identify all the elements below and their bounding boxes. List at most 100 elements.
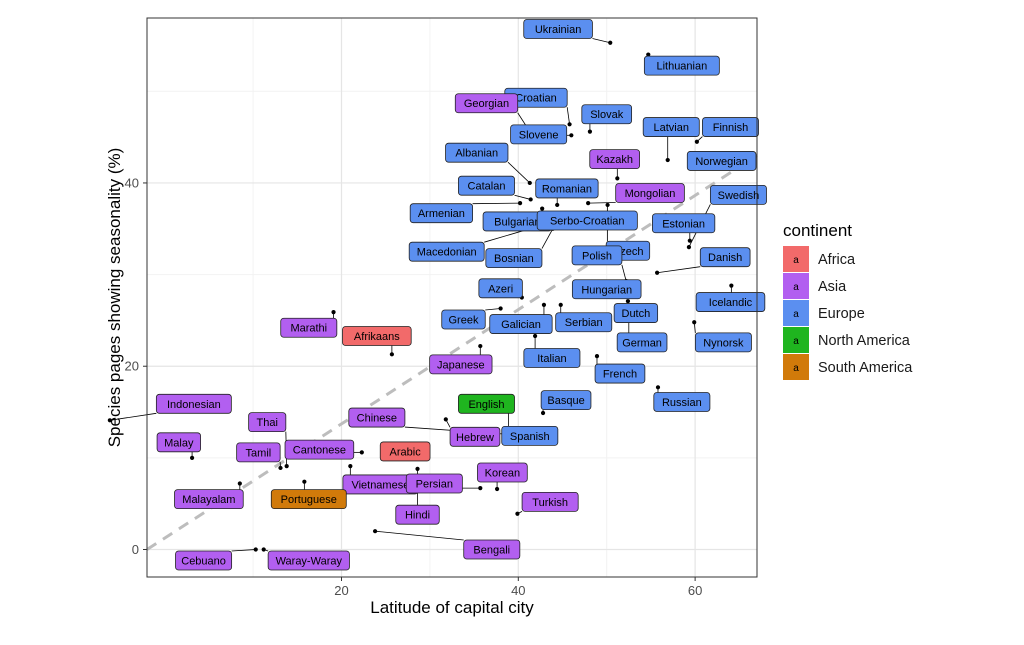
data-label: Cantonese bbox=[285, 440, 354, 459]
legend-label: Africa bbox=[818, 252, 856, 268]
data-label: Russian bbox=[654, 392, 710, 411]
data-label: Turkish bbox=[522, 492, 578, 511]
data-label-text: Turkish bbox=[532, 497, 568, 509]
data-label-text: Hindi bbox=[405, 510, 430, 522]
data-label-text: Nynorsk bbox=[703, 337, 744, 349]
data-label: Norwegian bbox=[687, 151, 756, 170]
legend-label: North America bbox=[818, 333, 911, 349]
data-label: Greek bbox=[442, 310, 486, 329]
data-point bbox=[238, 481, 242, 485]
data-label: Lithuanian bbox=[644, 56, 719, 75]
data-label: Hungarian bbox=[572, 280, 641, 299]
data-label-text: Dutch bbox=[622, 308, 651, 320]
data-label-text: Croatian bbox=[515, 93, 557, 105]
data-label: Bengali bbox=[464, 540, 520, 559]
data-point bbox=[687, 245, 691, 249]
data-point bbox=[262, 547, 266, 551]
data-label: Tamil bbox=[237, 443, 280, 462]
y-tick-label: 40 bbox=[125, 175, 139, 190]
data-point bbox=[595, 354, 599, 358]
data-label-text: Albanian bbox=[455, 148, 498, 160]
data-point bbox=[478, 486, 482, 490]
data-label: Korean bbox=[477, 463, 527, 482]
data-label-text: Malay bbox=[164, 437, 194, 449]
data-label-text: Slovene bbox=[519, 129, 559, 141]
data-label-text: Italian bbox=[537, 353, 566, 365]
data-label: Catalan bbox=[458, 176, 514, 195]
data-point bbox=[190, 456, 194, 460]
data-label-text: Malayalam bbox=[182, 494, 235, 506]
data-point bbox=[331, 310, 335, 314]
data-label: Basque bbox=[541, 391, 591, 410]
data-label: English bbox=[458, 394, 514, 413]
data-label: Bosnian bbox=[486, 249, 542, 268]
data-point bbox=[655, 271, 659, 275]
data-point bbox=[529, 197, 533, 201]
data-label-text: Romanian bbox=[542, 183, 592, 195]
legend-key-glyph: a bbox=[793, 309, 799, 320]
data-label-text: Tamil bbox=[246, 447, 272, 459]
y-tick-label: 0 bbox=[132, 542, 139, 557]
data-label-text: Basque bbox=[547, 395, 584, 407]
data-label: Serbian bbox=[556, 313, 612, 332]
data-label: Malayalam bbox=[175, 490, 244, 509]
data-label: Thai bbox=[249, 413, 286, 432]
data-label: Waray-Waray bbox=[268, 551, 349, 570]
legend-key-glyph: a bbox=[793, 336, 799, 347]
data-label: Hebrew bbox=[450, 427, 500, 446]
data-point bbox=[541, 411, 545, 415]
data-label-text: Persian bbox=[416, 479, 453, 491]
data-label: Japanese bbox=[430, 355, 492, 374]
data-label-text: Russian bbox=[662, 397, 702, 409]
data-label-text: Arabic bbox=[390, 446, 422, 458]
legend-label: Europe bbox=[818, 306, 865, 322]
data-label-text: Armenian bbox=[418, 208, 465, 220]
y-axis-title: Species pages showing seasonality (%) bbox=[105, 148, 124, 448]
data-label-text: Polish bbox=[582, 250, 612, 262]
legend-label: South America bbox=[818, 360, 913, 376]
data-label: Arabic bbox=[380, 442, 430, 461]
data-label-text: Cantonese bbox=[293, 445, 346, 457]
data-label: Albanian bbox=[446, 143, 508, 162]
data-point bbox=[515, 512, 519, 516]
data-label-text: Bosnian bbox=[494, 253, 534, 265]
data-point bbox=[528, 181, 532, 185]
data-point bbox=[302, 480, 306, 484]
data-point bbox=[608, 41, 612, 45]
legend-key-glyph: a bbox=[793, 255, 799, 266]
x-tick-label: 20 bbox=[334, 583, 348, 598]
data-label: Swedish bbox=[710, 185, 766, 204]
data-label: Hindi bbox=[396, 505, 440, 524]
data-label-text: Catalan bbox=[468, 181, 506, 193]
data-label: German bbox=[617, 333, 667, 352]
data-point bbox=[285, 464, 289, 468]
x-tick-label: 40 bbox=[511, 583, 525, 598]
x-tick-label: 60 bbox=[688, 583, 702, 598]
data-label-text: Portuguese bbox=[281, 494, 337, 506]
data-point bbox=[540, 207, 544, 211]
data-label: Danish bbox=[700, 248, 750, 267]
data-label: Estonian bbox=[652, 214, 714, 233]
data-point bbox=[559, 303, 563, 307]
data-label-text: Georgian bbox=[464, 98, 509, 110]
data-label-text: Macedonian bbox=[417, 247, 477, 259]
data-label-text: Danish bbox=[708, 252, 742, 264]
data-label-text: Chinese bbox=[357, 413, 397, 425]
data-point bbox=[415, 467, 419, 471]
data-point bbox=[626, 299, 630, 303]
data-point bbox=[518, 201, 522, 205]
data-label-text: Spanish bbox=[510, 431, 550, 443]
data-label: Persian bbox=[406, 474, 462, 493]
data-label: Slovak bbox=[582, 105, 632, 124]
data-point bbox=[695, 140, 699, 144]
data-label-text: Greek bbox=[449, 314, 479, 326]
data-point bbox=[533, 334, 537, 338]
data-point bbox=[254, 547, 258, 551]
data-label-text: Ukrainian bbox=[535, 24, 581, 36]
data-label-text: Latvian bbox=[654, 122, 689, 134]
data-label: Marathi bbox=[281, 318, 337, 337]
data-label-text: Galician bbox=[501, 319, 541, 331]
data-label: French bbox=[595, 364, 645, 383]
